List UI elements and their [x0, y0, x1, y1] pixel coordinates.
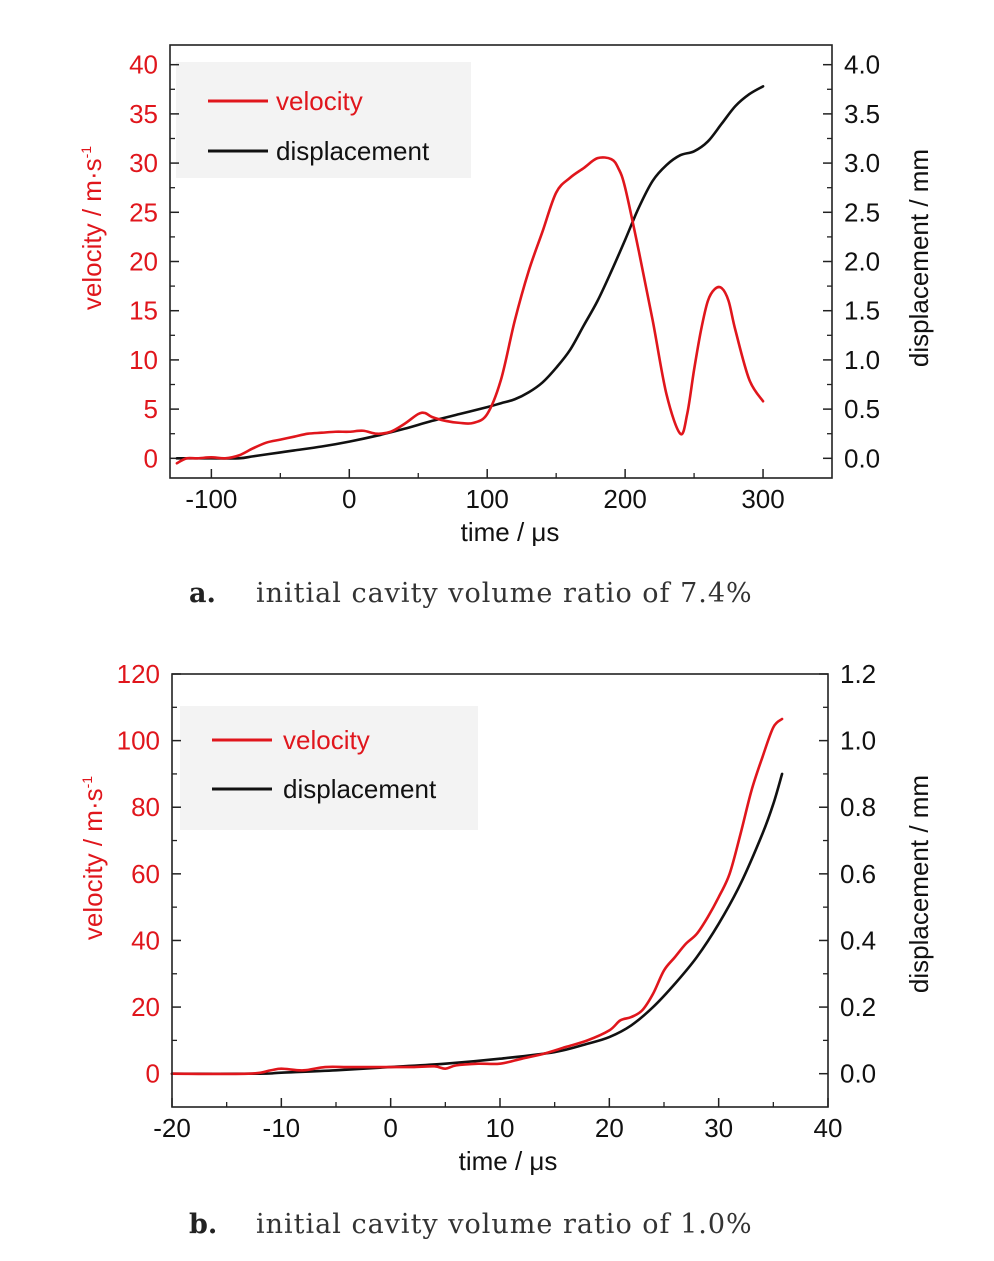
x-tick-label: 20 [595, 1113, 624, 1143]
y-left-tick-label: 40 [131, 925, 160, 955]
panel-label: b. [189, 1209, 217, 1240]
series-line-displacement [170, 772, 784, 1076]
y-left-tick-label: 15 [129, 296, 158, 326]
y-left-tick-label: 0 [144, 443, 158, 473]
y-left-tick-label: 100 [117, 726, 160, 756]
legend-label-displacement: displacement [283, 774, 437, 804]
y-left-tick-label: 0 [146, 1059, 160, 1089]
y-left-axis-title: velocity / m·s-1 [78, 776, 108, 940]
y-left-axis-title: velocity / m·s-1 [77, 146, 107, 310]
legend-box [180, 706, 478, 830]
y-left-tick-label: 25 [129, 197, 158, 227]
plot-area: -100 0 100 200 300 0 5 10 15 20 25 30 35 40 0.0 0.5 1.0 1… [129, 50, 880, 514]
x-axis-title: time / μs [459, 1146, 558, 1176]
x-tick-label: 10 [486, 1113, 515, 1143]
chart-panel-a: velocity displacement -100 0 100 200 300 0 5 10… [77, 44, 934, 609]
y-left-tick-label: 120 [117, 659, 160, 689]
y-right-tick-label: 2.0 [844, 247, 880, 277]
series-line-displacement [175, 85, 765, 460]
y-right-tick-label: 3.0 [844, 148, 880, 178]
panel-caption: initial cavity volume ratio of 7.4% [256, 578, 753, 609]
y-left-tick-label: 5 [144, 394, 158, 424]
y-left-tick-label: 35 [129, 99, 158, 129]
x-tick-label: 0 [383, 1113, 397, 1143]
x-axis-title: time / μs [461, 517, 560, 547]
y-right-tick-label: 0.0 [840, 1059, 876, 1089]
y-right-tick-label: 0.0 [844, 443, 880, 473]
y-right-tick-label: 1.0 [840, 726, 876, 756]
x-tick-label: -10 [263, 1113, 301, 1143]
y-right-tick-label: 0.5 [844, 394, 880, 424]
x-tick-label: 0 [342, 484, 356, 514]
legend-label-velocity: velocity [276, 86, 363, 116]
y-right-axis-title: displacement / mm [904, 775, 934, 993]
y-left-tick-label: 40 [129, 50, 158, 80]
y-left-tick-label: 20 [131, 992, 160, 1022]
legend-box [176, 62, 471, 178]
y-left-axis-title-main: velocity / m·s [77, 158, 107, 310]
chart-panel-b: velocity displacement -20 -10 0 10 20 30 40 0 20… [78, 659, 934, 1240]
y-right-axis-title: displacement / mm [904, 149, 934, 367]
y-right-tick-label: 0.4 [840, 925, 876, 955]
y-left-tick-label: 20 [129, 247, 158, 277]
y-left-tick-label: 30 [129, 148, 158, 178]
plot-frame [169, 44, 833, 479]
legend-label-velocity: velocity [283, 725, 370, 755]
y-right-tick-label: 3.5 [844, 99, 880, 129]
y-left-axis-title-exponent: -1 [78, 146, 94, 159]
legend-label-displacement: displacement [276, 136, 430, 166]
y-right-tick-label: 0.6 [840, 859, 876, 889]
y-right-tick-label: 0.8 [840, 792, 876, 822]
x-tick-label: 30 [704, 1113, 733, 1143]
series-line-velocity [170, 717, 784, 1076]
plot-frame [171, 673, 829, 1108]
x-tick-label: -100 [185, 484, 237, 514]
x-tick-label: 300 [741, 484, 784, 514]
x-tick-label: 40 [814, 1113, 843, 1143]
x-tick-label: 200 [603, 484, 646, 514]
y-right-tick-label: 4.0 [844, 50, 880, 80]
y-right-tick-label: 2.5 [844, 197, 880, 227]
y-right-tick-label: 1.0 [844, 345, 880, 375]
y-left-axis-title-main: velocity / m·s [78, 788, 108, 940]
y-right-tick-label: 1.5 [844, 296, 880, 326]
y-left-axis-title-exponent: -1 [79, 776, 95, 789]
y-right-tick-label: 0.2 [840, 992, 876, 1022]
y-left-tick-label: 60 [131, 859, 160, 889]
y-left-tick-label: 80 [131, 792, 160, 822]
y-right-tick-label: 1.2 [840, 659, 876, 689]
x-tick-label: -20 [153, 1113, 191, 1143]
x-tick-label: 100 [466, 484, 509, 514]
series-line-velocity [175, 156, 765, 465]
y-left-tick-label: 10 [129, 345, 158, 375]
panel-caption: initial cavity volume ratio of 1.0% [256, 1209, 753, 1240]
plot-area: -20 -10 0 10 20 30 40 0 20 40 60 80 100 120 0.0 0.2 0.4 0… [117, 659, 877, 1143]
panel-label: a. [189, 578, 216, 609]
